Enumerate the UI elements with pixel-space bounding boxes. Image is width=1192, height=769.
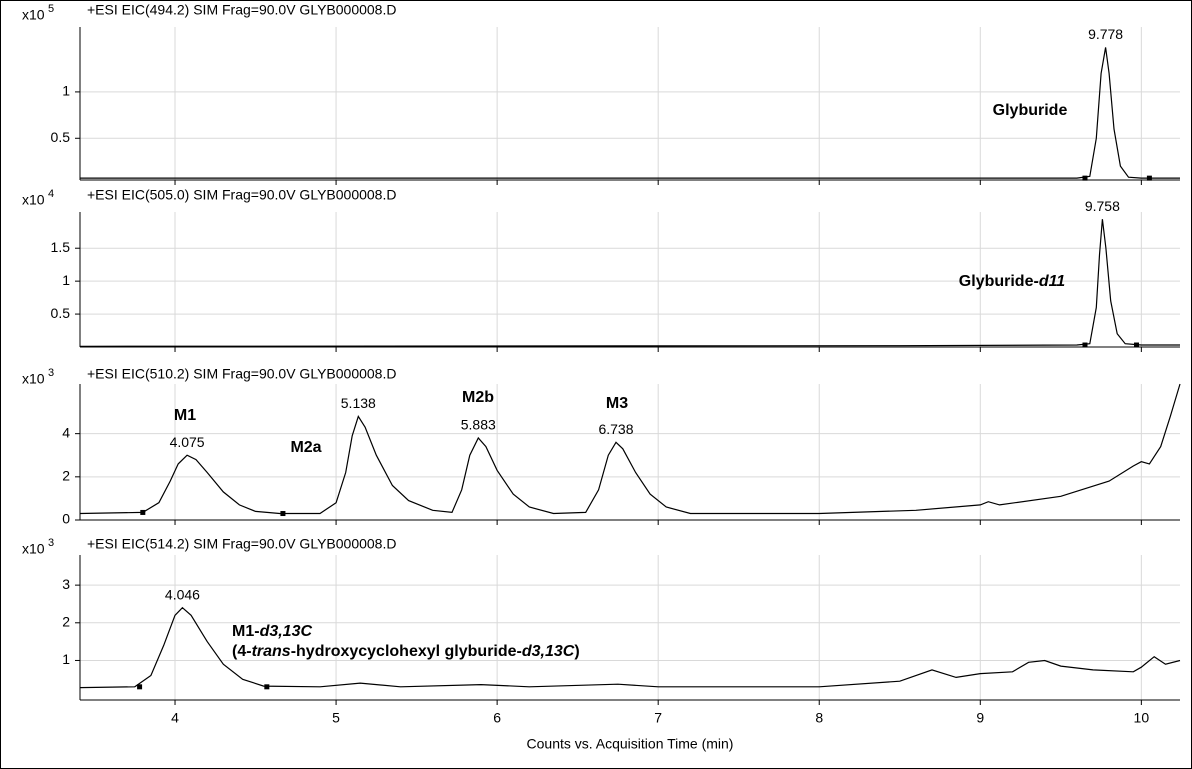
integration-marker	[264, 684, 270, 690]
annotation-part: )	[574, 643, 579, 660]
x-tick-label: 5	[332, 710, 340, 726]
x-tick-label: 9	[976, 710, 984, 726]
y-tick-label: 1	[62, 83, 70, 99]
trace	[80, 47, 1180, 179]
y-tick-label: 1	[62, 272, 70, 288]
annotation: M1-d3,13C	[232, 623, 312, 640]
integration-marker	[1082, 342, 1088, 348]
x-tick-label: 6	[493, 710, 501, 726]
annotation-part: M1	[174, 407, 196, 424]
annotation: M1	[174, 407, 196, 424]
y-tick-label: 0.5	[51, 129, 71, 145]
annotation-part: M2a	[290, 439, 321, 456]
multiplier-base: x10	[22, 371, 45, 387]
multiplier-exponent: 4	[48, 188, 54, 200]
peak-label: 9.778	[1088, 26, 1123, 42]
annotation-part: M1-	[232, 623, 260, 640]
multiplier-base: x10	[22, 541, 45, 557]
integration-marker	[140, 509, 146, 515]
peak-label: 5.883	[461, 417, 496, 433]
y-tick-label: 0.5	[51, 305, 71, 321]
panel-title: +ESI EIC(510.2) SIM Frag=90.0V GLYB00000…	[87, 366, 396, 382]
peak-label: 4.046	[165, 586, 200, 602]
annotation-part: M3	[606, 395, 628, 412]
annotation: Glyburide	[993, 102, 1068, 119]
annotation-part: d3,13C	[260, 623, 313, 640]
annotation-part: (4-	[232, 643, 252, 660]
panel-title: +ESI EIC(505.0) SIM Frag=90.0V GLYB00000…	[87, 187, 396, 203]
annotation-part: trans	[252, 643, 291, 660]
peak-label: 9.758	[1085, 198, 1120, 214]
annotation-part: M2b	[462, 389, 494, 406]
multiplier-base: x10	[22, 7, 45, 23]
y-tick-label: 4	[62, 424, 70, 440]
x-axis-label: Counts vs. Acquisition Time (min)	[527, 736, 734, 752]
y-tick-label: 0	[62, 511, 70, 527]
multiplier-base: x10	[22, 192, 45, 208]
y-tick-label: 1.5	[51, 239, 71, 255]
y-tick-label: 1	[62, 651, 70, 667]
multiplier-exponent: 3	[48, 537, 54, 549]
annotation: M2b	[462, 389, 494, 406]
trace	[79, 219, 1180, 347]
annotation-part: -hydroxycyclohexyl glyburide-	[291, 643, 522, 660]
annotation-part: d3,13C	[522, 643, 575, 660]
panel-title: +ESI EIC(514.2) SIM Frag=90.0V GLYB00000…	[87, 536, 396, 552]
y-tick-label: 3	[62, 576, 70, 592]
peak-label: 4.075	[170, 434, 205, 450]
trace	[79, 383, 1181, 515]
multiplier-exponent: 5	[48, 3, 54, 15]
integration-marker	[1082, 175, 1088, 181]
annotation: M3	[606, 395, 628, 412]
annotation: M2a	[290, 439, 321, 456]
x-tick-label: 4	[171, 710, 179, 726]
annotation-part: Glyburide	[993, 102, 1068, 119]
peak-label: 5.138	[341, 395, 376, 411]
annotation-part: d11	[1039, 273, 1065, 290]
x-tick-label: 7	[654, 710, 662, 726]
integration-marker	[137, 684, 143, 690]
panel-title: +ESI EIC(494.2) SIM Frag=90.0V GLYB00000…	[87, 2, 396, 18]
annotation-part: Glyburide-	[959, 273, 1039, 290]
multiplier-exponent: 3	[48, 367, 54, 379]
annotation: Glyburide-d11	[959, 273, 1066, 290]
y-tick-label: 2	[62, 468, 70, 484]
annotation: (4-trans-hydroxycyclohexyl glyburide-d3,…	[232, 643, 580, 660]
x-tick-label: 8	[815, 710, 823, 726]
x-tick-label: 10	[1134, 710, 1150, 726]
integration-marker	[280, 511, 286, 517]
integration-marker	[1134, 342, 1140, 348]
y-tick-label: 2	[62, 613, 70, 629]
peak-label: 6.738	[598, 421, 633, 437]
integration-marker	[1146, 175, 1152, 181]
trace	[79, 606, 1181, 689]
